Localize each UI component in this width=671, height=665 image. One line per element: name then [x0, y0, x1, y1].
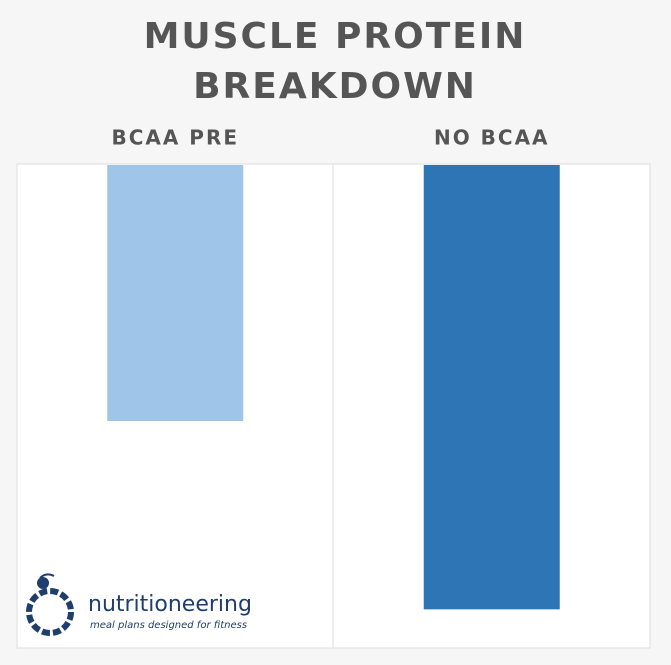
category-label: NO BCAA [434, 126, 550, 150]
category-label: BCAA PRE [111, 126, 239, 150]
chart-title: MUSCLE PROTEIN BREAKDOWN [143, 16, 527, 107]
logo-name: nutritioneering [88, 592, 252, 617]
bar [107, 165, 244, 421]
logo-tagline: meal plans designed for fitness [90, 620, 247, 631]
bar [423, 165, 560, 610]
logo-icon [26, 573, 74, 636]
